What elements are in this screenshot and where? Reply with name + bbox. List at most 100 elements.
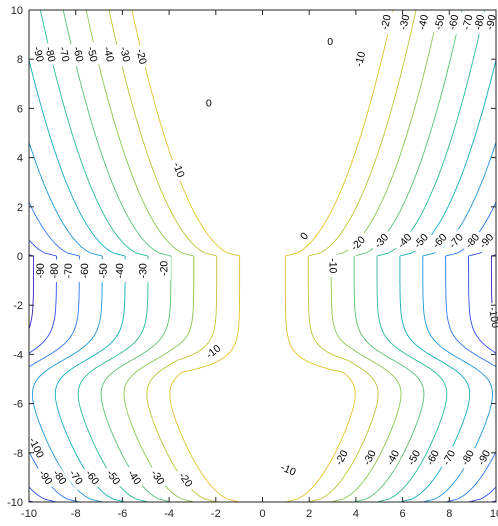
contour-label-background [427, 228, 453, 254]
contour-label: -70 [438, 444, 461, 471]
x-tick-label: -2 [211, 508, 221, 520]
contour-label-text: -70 [56, 46, 71, 64]
contour-label: -20 [330, 444, 353, 471]
contour-label-background [330, 444, 353, 471]
contour-label-background [275, 459, 302, 481]
contour-label: 0 [203, 97, 214, 110]
contour-label: -80 [470, 9, 489, 35]
contour-label: -100 [485, 302, 498, 333]
x-tick-label: -6 [118, 508, 128, 520]
y-tick-label: 8 [17, 54, 23, 66]
contour-label: -30 [115, 41, 134, 67]
contour-label: -50 [83, 41, 101, 67]
contour-label-text: -60 [446, 13, 461, 31]
contour-label-text: -30 [137, 263, 149, 278]
contour-label-background [326, 254, 340, 278]
contour-label-background [414, 9, 433, 35]
contour-label: -60 [421, 444, 445, 471]
contour-label: 0 [325, 35, 336, 49]
contour-label-background [173, 466, 198, 493]
y-tick-label: 0 [17, 251, 23, 263]
contour-label-text: -80 [42, 46, 57, 64]
contour-label-text: -10 [327, 258, 339, 273]
contour-label: -60 [445, 9, 463, 35]
x-tick-label: -8 [71, 508, 81, 520]
contour-label-background [351, 46, 370, 72]
x-tick-label: 2 [306, 508, 312, 520]
contour-label-background [145, 464, 170, 491]
contour-label-text: -90 [484, 13, 498, 31]
contour-label: -30 [136, 259, 150, 283]
y-tick-label: 10 [11, 5, 23, 17]
contour-label-background [325, 35, 336, 49]
contour-label-background [136, 259, 150, 283]
contour-label-text: -70 [460, 13, 475, 31]
contour-label: -40 [414, 9, 433, 35]
contour-label-background [421, 444, 445, 471]
y-tick-label: 2 [17, 202, 23, 214]
contour-line-neg40 [62, 10, 463, 502]
contour-label-background [63, 464, 88, 491]
contour-label-background [443, 228, 469, 254]
contour-label: -30 [396, 9, 414, 35]
contour-label: -80 [48, 259, 62, 283]
contour-label-text: -10 [353, 50, 368, 68]
contour-label: 0 [296, 228, 313, 245]
contour-label-text: -50 [98, 263, 110, 278]
contour-label-text: -90 [35, 263, 47, 278]
contour-label-background [97, 259, 111, 283]
contour-label-background [29, 41, 48, 67]
contour-label: -10 [326, 254, 340, 278]
contour-label: -50 [403, 444, 426, 471]
contour-label: -40 [99, 41, 118, 67]
contour-label-background [132, 44, 151, 70]
contour-label-text: -60 [79, 263, 91, 278]
contour-line-neg10 [131, 10, 394, 502]
contour-label-background [23, 432, 49, 464]
contour-label-background [473, 444, 496, 471]
contour-label-background [438, 444, 461, 471]
contour-label: -10 [168, 157, 189, 183]
contour-label-background [69, 41, 87, 67]
contour-label-background [382, 444, 405, 471]
contour-label: -50 [97, 259, 111, 283]
contour-label: -40 [382, 444, 405, 471]
contour-label-text: -30 [117, 46, 132, 64]
contour-label-text: -20 [158, 261, 170, 276]
contour-label-text: -10 [170, 161, 187, 180]
x-tick-label: 8 [446, 508, 452, 520]
y-tick-label: -4 [13, 349, 23, 361]
contour-label-text: -30 [397, 13, 412, 31]
contour-label-background [396, 9, 414, 35]
contour-label-text: 0 [327, 36, 333, 48]
x-tick-label: 6 [400, 508, 406, 520]
contour-label-background [113, 259, 127, 283]
contour-label-background [403, 444, 426, 471]
contour-label-text: -20 [379, 13, 394, 31]
contour-label: -70 [62, 259, 76, 283]
contour-label-background [80, 464, 104, 491]
contour-label: -70 [55, 41, 73, 67]
contour-label-text: -40 [101, 46, 116, 64]
contour-line-neg50 [39, 10, 486, 502]
contour-label-background [62, 259, 76, 283]
contour-label: -10 [275, 459, 302, 481]
contour-label-background [456, 444, 480, 471]
x-tick-label: 4 [353, 508, 359, 520]
contour-label-text: -80 [49, 263, 61, 278]
contour-label-background [408, 228, 434, 254]
contour-label-background [200, 339, 227, 364]
contour-label-text: -40 [416, 13, 431, 31]
contour-label-text: -60 [70, 46, 85, 64]
y-tick-label: -2 [13, 300, 23, 312]
contour-label-background [78, 259, 92, 283]
contour-label-text: -100 [486, 306, 498, 329]
contour-label-background [157, 256, 171, 280]
contour-label: -30 [358, 444, 381, 471]
contour-label-background [474, 228, 498, 254]
y-tick-label: 4 [17, 153, 23, 165]
contour-label-background [47, 464, 72, 491]
